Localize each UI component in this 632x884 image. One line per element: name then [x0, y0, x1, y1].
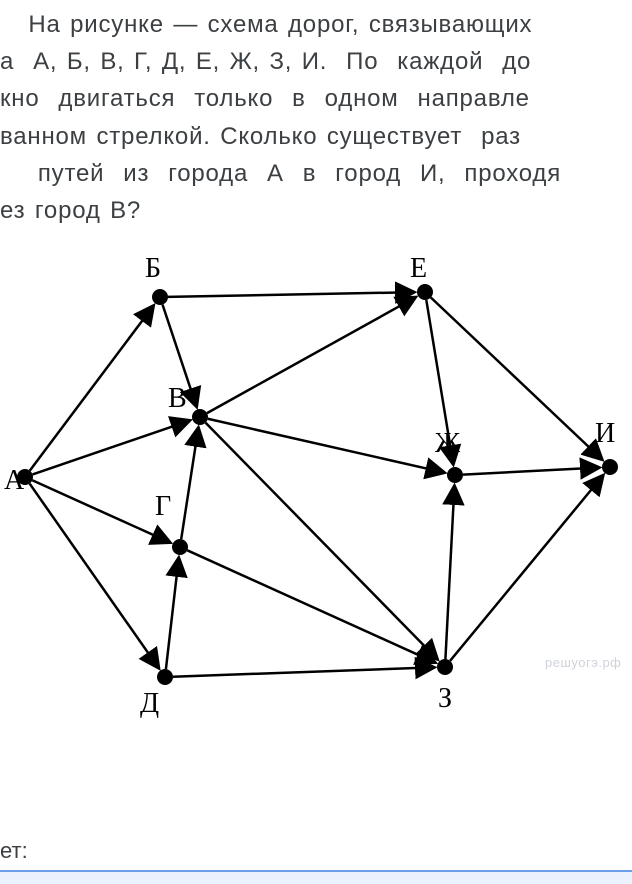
- node-label-V: В: [168, 383, 187, 414]
- node-E: [417, 284, 433, 300]
- edge-G-V: [181, 429, 198, 539]
- node-J: [447, 467, 463, 483]
- node-G: [172, 539, 188, 555]
- node-D: [157, 669, 173, 685]
- graph-container: А Б В Г Д Е Ж З Ирешуогэ.рф: [0, 237, 632, 757]
- node-label-E: Е: [410, 253, 427, 284]
- text-line: На рисунке — схема дорог, связывающих: [0, 6, 632, 43]
- watermark: решуогэ.рф: [545, 655, 621, 670]
- node-label-J: Ж: [435, 428, 461, 459]
- edge-Z-I: [450, 476, 602, 661]
- node-label-G: Г: [155, 491, 171, 522]
- problem-statement: На рисунке — схема дорог, связывающих а …: [0, 0, 632, 229]
- answer-label: ет:: [0, 838, 632, 864]
- edge-A-G: [32, 480, 169, 542]
- edge-Z-J: [445, 487, 454, 659]
- edge-D-G: [166, 559, 179, 669]
- node-label-Z: З: [438, 683, 452, 714]
- node-label-I: И: [595, 418, 615, 449]
- road-graph: А Б В Г Д Е Ж З Ирешуогэ.рф: [0, 237, 632, 757]
- edge-A-V: [33, 421, 189, 475]
- text-line: ез город В?: [0, 192, 632, 229]
- node-label-D: Д: [140, 688, 159, 719]
- answer-area: ет:: [0, 838, 632, 884]
- answer-input[interactable]: [0, 870, 632, 884]
- edge-D-Z: [173, 668, 433, 677]
- edge-B-E: [168, 292, 413, 297]
- text-line: путей из города А в город И, проходя: [0, 155, 632, 192]
- edge-V-Z: [206, 423, 437, 659]
- node-label-B: Б: [145, 253, 161, 284]
- node-V: [192, 409, 208, 425]
- text-line: ванном стрелкой. Сколько существует раз: [0, 118, 632, 155]
- edge-A-B: [30, 307, 153, 471]
- node-B: [152, 289, 168, 305]
- node-Z: [437, 659, 453, 675]
- node-label-A: А: [4, 465, 25, 496]
- edge-G-Z: [187, 550, 434, 662]
- edge-V-J: [208, 419, 443, 473]
- edge-J-I: [463, 468, 598, 475]
- edge-V-E: [207, 298, 415, 413]
- node-I: [602, 459, 618, 475]
- edge-A-D: [30, 484, 159, 668]
- text-line: кно двигаться только в одном направле: [0, 80, 632, 117]
- text-line: а А, Б, В, Г, Д, Е, Ж, З, И. По каждой д…: [0, 43, 632, 80]
